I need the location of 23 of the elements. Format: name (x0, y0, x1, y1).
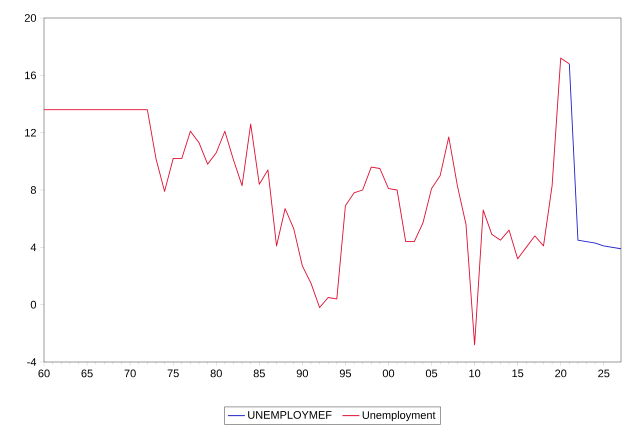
legend-label: UNEMPLOYMEF (248, 411, 332, 419)
x-tick-label: 00 (382, 370, 394, 378)
x-tick-label: 65 (82, 370, 93, 378)
x-tick-label: 20 (555, 370, 566, 378)
y-tick-label: 16 (25, 71, 36, 80)
x-tick-label: 05 (426, 370, 438, 378)
y-tick-label: 12 (25, 128, 36, 136)
x-tick-label: 25 (598, 370, 610, 378)
x-tick-label: 15 (512, 370, 524, 378)
y-tick-label: 4 (30, 244, 36, 252)
legend-label: Unemployment (362, 410, 436, 422)
x-tick-label: 75 (168, 370, 179, 378)
y-tick-label: 0 (30, 300, 36, 309)
y-tick-label: 20 (24, 14, 36, 22)
y-tick-label: -4 (27, 358, 36, 366)
x-tick-label: 85 (254, 370, 265, 378)
x-tick-label: 70 (124, 370, 136, 378)
x-tick-label: 80 (210, 370, 222, 378)
x-tick-label: 95 (340, 370, 352, 378)
y-tick-label: 8 (30, 186, 36, 194)
x-tick-label: 60 (38, 370, 50, 378)
x-tick-label: 10 (469, 370, 480, 378)
x-tick-label: 90 (296, 370, 308, 378)
